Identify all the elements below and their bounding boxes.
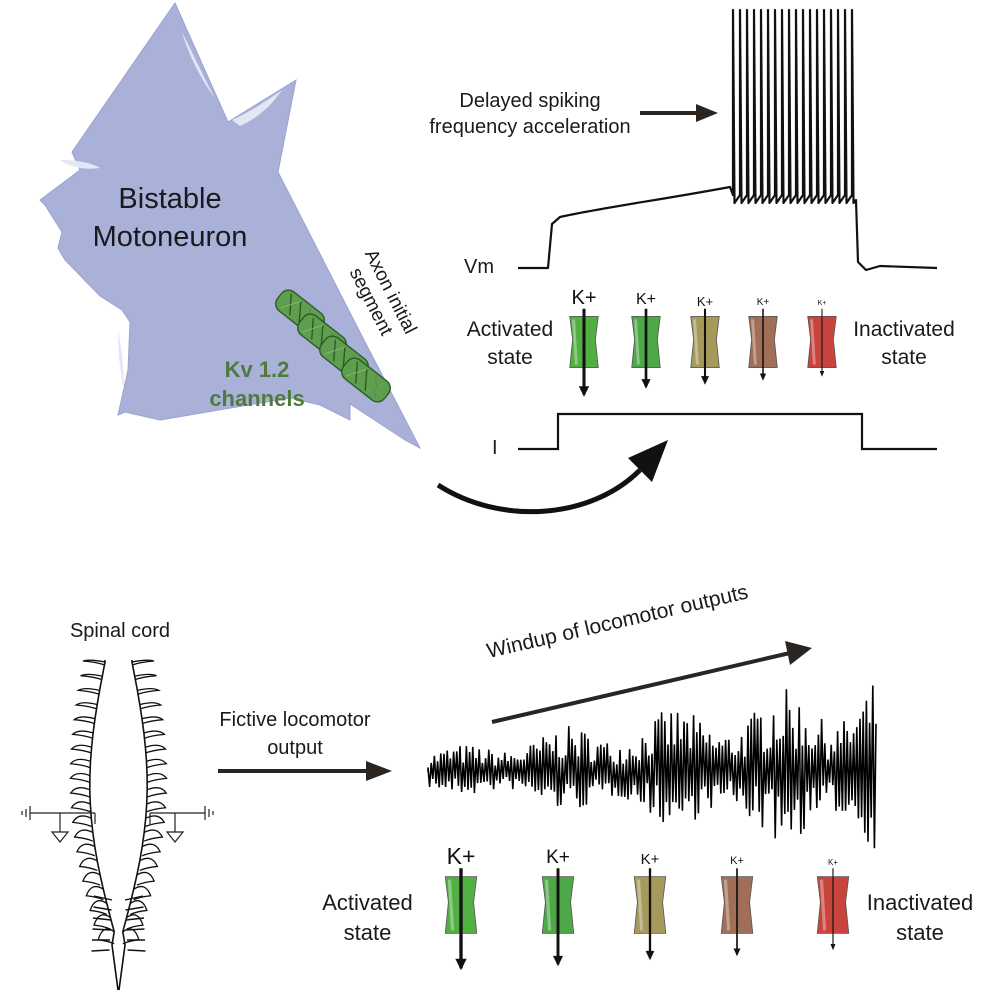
windup-arrow-head [785,641,812,665]
motoneuron-highlight [232,90,282,126]
kv-channel [341,357,391,403]
bottom-channel [444,868,478,971]
top-channel [748,308,778,381]
bottom-potassium-label: K+ [730,855,744,868]
channel-row-bottom [444,868,850,971]
bottom-channel [816,868,850,951]
bottom-activated-line2: state [343,920,392,945]
vm-trace-line [518,8,938,272]
bottom-inactivated-label: Inactivated state [850,888,990,948]
current-step-trace [518,412,937,451]
kv-channels [275,289,391,403]
bottom-activated-label: Activated state [305,888,430,948]
spike-arrow-head [696,104,718,122]
top-channel [690,308,720,385]
electrode-right [149,806,214,843]
spike-label: Delayed spiking frequency acceleration [395,88,665,140]
kv-label-line1: Kv 1.2 [224,357,290,382]
fictive-label-line1: Fictive locomotor [219,709,371,731]
kv-label-line2: channels [209,386,305,411]
top-potassium-label: K+ [571,286,597,309]
spinal-cord [69,659,168,991]
top-channel [569,308,599,397]
bottom-activated-line1: Activated [322,890,413,915]
top-activated-line2: state [487,346,533,369]
top-potassium-label: K+ [635,290,656,308]
fictive-label: Fictive locomotor output [200,706,390,762]
fictive-arrow-head [366,761,392,781]
top-inactivated-line2: state [881,346,927,369]
bottom-inactivated-line2: state [896,920,944,945]
top-inactivated-line1: Inactivated [853,318,955,341]
windup-arrow [491,651,791,724]
top-potassium-label: K+ [696,293,714,309]
bottom-potassium-label: K+ [827,858,838,868]
electrode-left [21,806,96,843]
top-channel [807,308,837,377]
top-activated-line1: Activated [466,318,554,341]
bottom-channel [633,868,667,961]
locomotor-output-trace [427,685,877,849]
neuron-title-line1: Bistable [118,183,222,215]
spike-label-line1: Delayed spiking [459,90,601,112]
current-label: I [492,437,498,459]
curved-arrow-head [628,440,668,482]
motoneuron-highlight [60,160,100,169]
top-potassium-label: K+ [817,299,827,307]
vm-trace [518,8,938,272]
curved-arrow [436,468,642,515]
bottom-potassium-label: K+ [546,847,570,869]
bottom-channel [541,868,575,967]
bottom-inactivated-line1: Inactivated [866,890,974,915]
kv-label: Kv 1.2 channels [192,355,322,413]
channel-row-top [569,308,837,397]
bottom-channel [720,868,754,957]
vm-label: Vm [464,256,494,278]
neuron-title: Bistable Motoneuron [85,180,255,256]
motoneuron-highlight [118,330,124,390]
top-channel [631,308,661,389]
spinal-cord-title: Spinal cord [69,620,171,642]
top-potassium-label: K+ [756,296,770,308]
bottom-potassium-label: K+ [446,843,476,870]
neuron-title-line2: Motoneuron [92,221,248,253]
top-inactivated-label: Inactivated state [838,316,970,372]
fictive-label-line2: output [267,737,323,759]
bottom-potassium-label: K+ [640,851,660,869]
spike-label-line2: frequency acceleration [429,116,631,138]
top-activated-label: Activated state [455,316,565,372]
